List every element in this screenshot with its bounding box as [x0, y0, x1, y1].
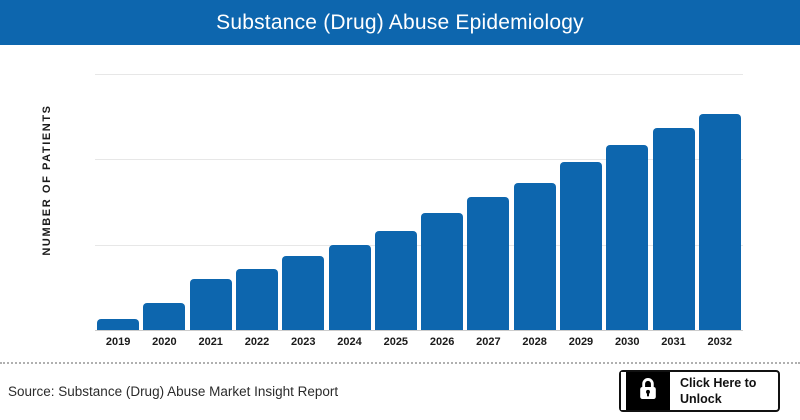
- gridline: [95, 244, 743, 246]
- bar-slot-2030: [604, 74, 650, 330]
- lock-icon-box: [626, 372, 670, 410]
- bar-2020: [143, 303, 186, 330]
- bar-slot-2026: [419, 74, 465, 330]
- bar-slot-2031: [650, 74, 696, 330]
- x-tick-label-2023: 2023: [291, 336, 316, 348]
- bar-slot-2019: [95, 74, 141, 330]
- bar-2021: [189, 279, 232, 330]
- bar-slot-2027: [465, 74, 511, 330]
- x-tick-label-2020: 2020: [152, 336, 177, 348]
- chart-plot-area: [95, 74, 743, 331]
- bar-2019: [97, 319, 140, 330]
- x-tick-label-2030: 2030: [614, 336, 640, 348]
- bar-2027: [467, 197, 510, 330]
- bar-slot-2024: [326, 74, 372, 330]
- x-tick-label-2028: 2028: [522, 336, 547, 348]
- bar-slot-2023: [280, 74, 326, 330]
- bar-2032: [698, 114, 741, 330]
- unlock-button-spacer: [621, 372, 626, 410]
- bar-2031: [652, 128, 695, 330]
- gridline: [95, 74, 743, 75]
- bar-2026: [421, 213, 464, 330]
- x-axis-labels: 2019 2020 2021 2022 2023 2024 2025 2026 2027 2028…: [95, 336, 743, 348]
- bar-slot-2021: [188, 74, 234, 330]
- gridline: [95, 159, 743, 161]
- unlock-label-line2: Unlock: [680, 392, 722, 406]
- bar-2023: [282, 256, 325, 330]
- unlock-button[interactable]: Click Here to Unlock: [619, 370, 780, 412]
- unlock-button-label: Click Here to Unlock: [670, 372, 778, 410]
- bar-slot-2025: [373, 74, 419, 330]
- x-tick-label-2029: 2029: [568, 336, 594, 348]
- x-tick-label-2022: 2022: [244, 336, 270, 348]
- bar-slot-2028: [512, 74, 558, 330]
- dotted-divider: [0, 362, 800, 364]
- bar-2028: [513, 183, 556, 330]
- bar-slot-2022: [234, 74, 280, 330]
- y-axis-label: NUMBER OF PATIENTS: [41, 104, 53, 256]
- lock-icon: [635, 376, 661, 407]
- bar-2029: [559, 162, 602, 330]
- bar-slot-2020: [141, 74, 187, 330]
- bar-2025: [374, 231, 417, 330]
- bar-slot-2032: [697, 74, 743, 330]
- bar-slot-2029: [558, 74, 604, 330]
- x-tick-label-2024: 2024: [337, 336, 362, 348]
- x-tick-label-2019: 2019: [105, 336, 131, 348]
- source-text: Source: Substance (Drug) Abuse Market In…: [8, 384, 339, 399]
- x-tick-label-2027: 2027: [476, 336, 501, 348]
- header-banner: Substance (Drug) Abuse Epidemiology: [0, 0, 800, 45]
- unlock-label-line1: Click Here to: [680, 375, 757, 390]
- bar-2030: [606, 145, 649, 330]
- bar-2024: [328, 245, 371, 330]
- x-tick-label-2031: 2031: [661, 336, 686, 348]
- x-tick-label-2032: 2032: [707, 336, 733, 348]
- x-tick-label-2026: 2026: [429, 336, 455, 348]
- x-tick-label-2021: 2021: [198, 336, 223, 348]
- page-title: Substance (Drug) Abuse Epidemiology: [216, 10, 584, 34]
- bar-2022: [235, 269, 278, 330]
- bars-row: [95, 74, 743, 330]
- x-tick-label-2025: 2025: [383, 336, 409, 348]
